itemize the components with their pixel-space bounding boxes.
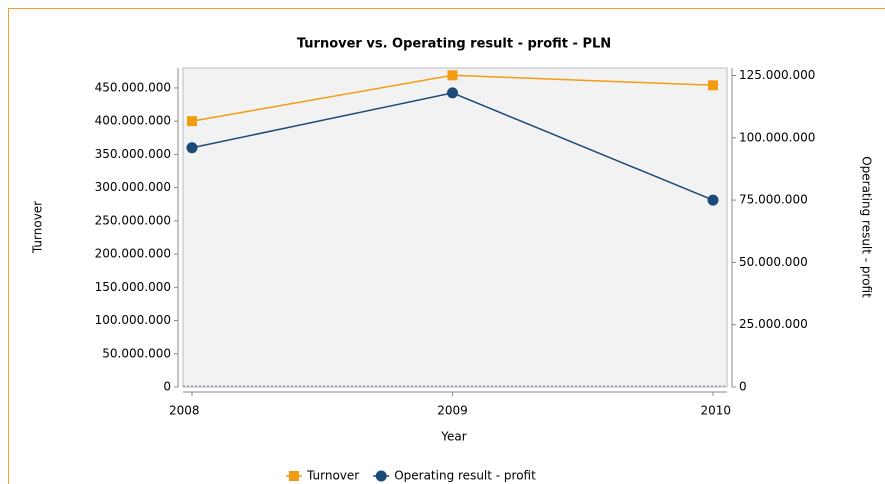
y-tick-label: 200.000.000 [95,247,171,261]
y-tick-label: 100.000.000 [95,313,171,327]
y2-tick-label: 50.000.000 [739,255,808,269]
y-tick-label: 250.000.000 [95,213,171,227]
y-tick-label: 0 [163,380,171,394]
frame [8,8,885,484]
chart-title: Turnover vs. Operating result - profit -… [297,37,611,52]
y2-tick-label: 25.000.000 [739,317,808,331]
plot-area [182,67,728,388]
x-tick-label: 2009 [437,404,468,418]
y-tick-label: 350.000.000 [95,147,171,161]
y2-tick-label: 75.000.000 [739,193,808,207]
legend-label: Operating result - profit [394,469,536,483]
legend-label: Turnover [306,469,359,483]
legend-marker [375,470,387,482]
data-point [187,116,197,127]
x-tick-label: 2008 [169,404,200,418]
x-tick-label: 2010 [700,404,731,418]
y2-tick-label: 0 [739,380,747,394]
data-point [708,80,718,91]
y-tick-label: 150.000.000 [95,280,171,294]
legend-marker [289,471,299,481]
data-point [447,70,458,81]
y-tick-label: 450.000.000 [95,80,171,94]
y2-tick-label: 100.000.000 [739,130,815,144]
y-tick-label: 400.000.000 [95,114,171,128]
data-point [447,87,458,99]
x-axis-label: Year [440,430,466,444]
data-point [707,194,719,206]
y-tick-label: 300.000.000 [95,180,171,194]
y-axis-label: Turnover [31,201,45,254]
data-point [186,142,198,154]
y-tick-label: 50.000.000 [102,346,171,360]
y2-axis-label: Operating result - profit [860,156,874,298]
y2-tick-label: 125.000.000 [739,68,815,82]
